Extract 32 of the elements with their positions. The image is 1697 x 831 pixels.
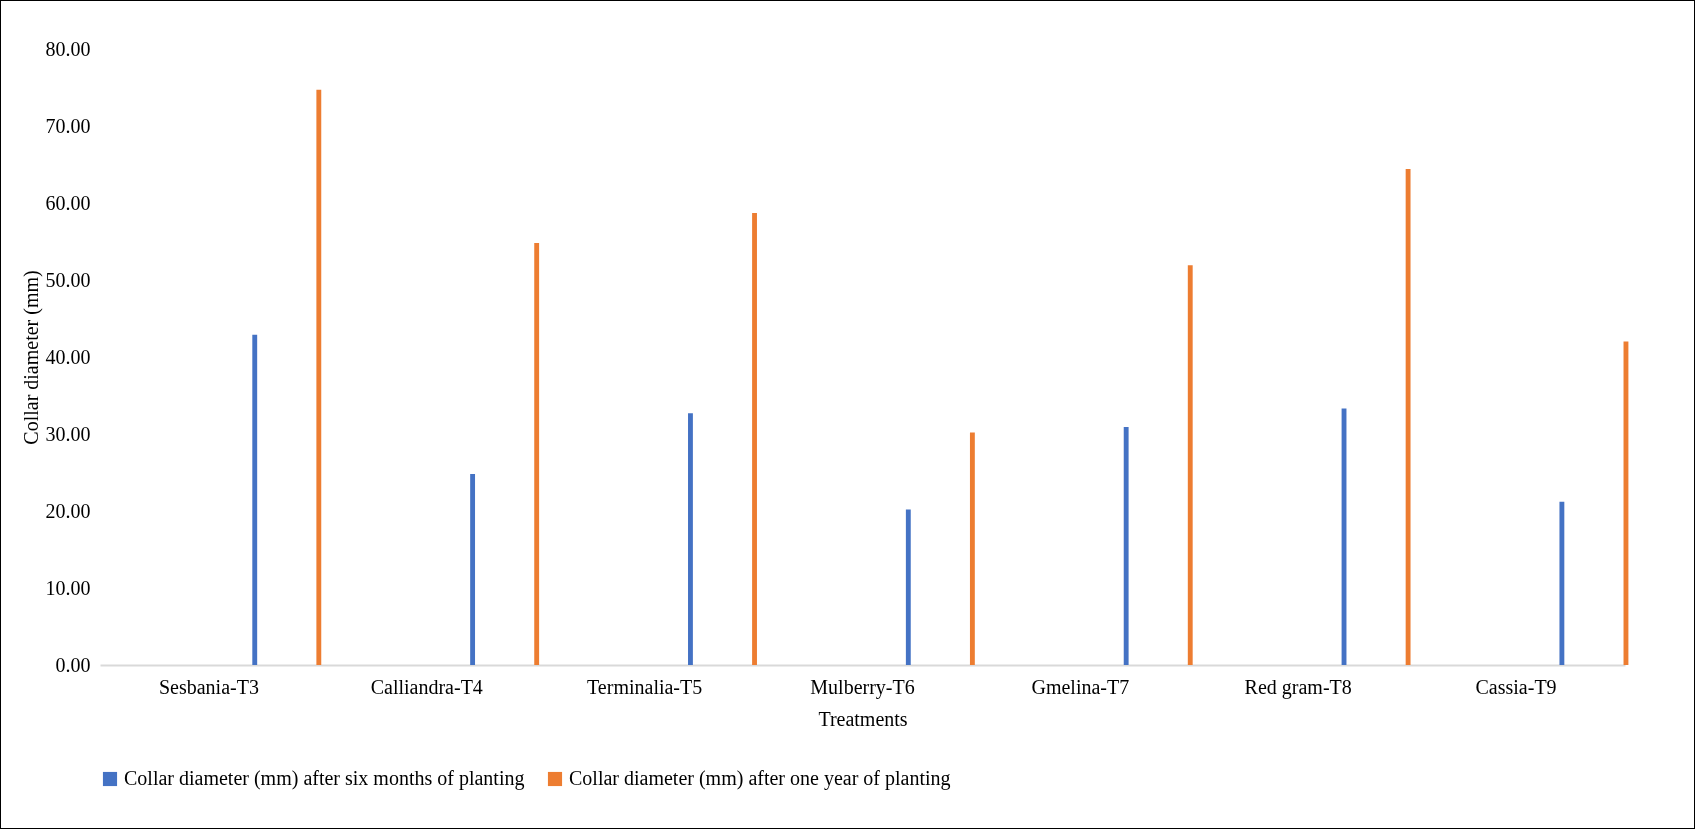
bar — [1405, 169, 1411, 665]
legend-label: Collar diameter (mm) after one year of planting — [569, 767, 951, 790]
x-tick-label: Mulberry-T6 — [810, 675, 915, 699]
bar — [470, 474, 476, 665]
bar — [1187, 265, 1193, 665]
y-tick-label: 80.00 — [45, 37, 91, 60]
y-tick-label: 10.00 — [45, 576, 91, 599]
y-tick-label: 20.00 — [45, 499, 91, 522]
legend-label: Collar diameter (mm) after six months of planting — [124, 767, 525, 790]
bar — [252, 334, 258, 665]
x-tick-label: Cassia-T9 — [1475, 675, 1557, 698]
bar — [1123, 427, 1129, 665]
y-tick-label: 30.00 — [45, 422, 91, 445]
y-tick-label: 40.00 — [45, 345, 91, 368]
bar — [752, 213, 757, 665]
x-tick-label: Sesbania-T3 — [158, 675, 259, 698]
bar — [316, 89, 322, 665]
x-tick-label: Terminalia-T5 — [587, 675, 703, 698]
bar — [905, 509, 911, 665]
y-tick-label: 50.00 — [45, 268, 91, 291]
bar — [688, 413, 693, 665]
x-tick-label: Red gram-T8 — [1244, 675, 1352, 699]
y-tick-label: 0.00 — [55, 653, 91, 676]
x-tick-label: Calliandra-T4 — [370, 675, 483, 698]
y-tick-label: 70.00 — [45, 114, 91, 137]
bar — [534, 243, 540, 665]
y-axis-title: Collar diameter (mm) — [19, 270, 43, 445]
x-axis-title: Treatments — [818, 707, 908, 730]
y-tick-label: 60.00 — [45, 191, 91, 214]
bar — [1559, 501, 1565, 665]
bar — [969, 432, 975, 665]
x-tick-label: Gmelina-T7 — [1031, 675, 1130, 698]
